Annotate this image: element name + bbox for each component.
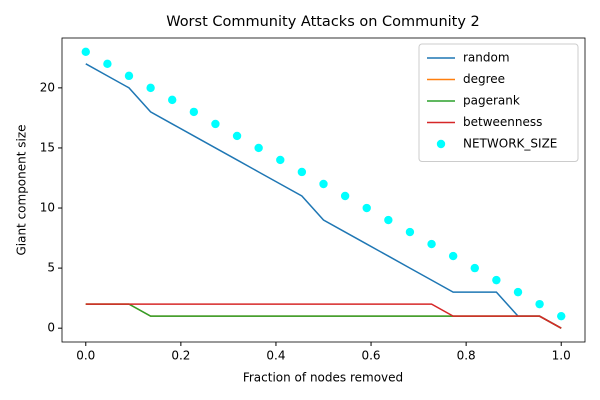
scatter-point (427, 239, 436, 249)
legend-label: NETWORK_SIZE (463, 137, 557, 151)
chart-title: Worst Community Attacks on Community 2 (166, 14, 480, 30)
scatter-point (492, 275, 501, 285)
scatter-point (384, 215, 393, 225)
scatter-point (470, 263, 479, 273)
x-tick-label: 0.4 (266, 349, 285, 363)
y-tick-label: 20 (40, 80, 55, 94)
x-tick-label: 0.8 (457, 349, 476, 363)
legend-label: betweenness (463, 115, 542, 129)
legend-marker (436, 139, 446, 149)
scatter-point (448, 251, 458, 261)
scatter-point (168, 95, 177, 105)
scatter-point (103, 59, 112, 69)
scatter-point (319, 179, 328, 189)
scatter-point (405, 227, 415, 237)
scatter-point (232, 131, 242, 141)
scatter-point (254, 143, 263, 153)
legend-label: degree (463, 72, 505, 86)
scatter-point (513, 287, 523, 297)
scatter-point (535, 299, 544, 309)
line-series (85, 63, 562, 329)
scatter-point (124, 71, 134, 81)
x-axis-label: Fraction of nodes removed (243, 371, 403, 385)
y-tick-label: 5 (47, 261, 55, 275)
scatter-point (297, 167, 307, 177)
x-tick-label: 0.6 (361, 349, 380, 363)
scatter-point (81, 47, 90, 57)
scatter-point (211, 119, 220, 129)
scatter-point (557, 311, 566, 321)
y-tick-label: 0 (47, 321, 55, 335)
scatter-point (189, 107, 199, 117)
scatter-point (362, 203, 371, 213)
legend-box (418, 43, 579, 162)
scatter-point (276, 155, 285, 165)
y-tick-label: 15 (40, 140, 55, 154)
plot-frame (61, 37, 586, 343)
y-axis-label: Giant component size (15, 124, 29, 255)
x-tick-label: 1.0 (552, 349, 571, 363)
x-tick-label: 0.2 (171, 349, 190, 363)
y-tick-label: 10 (40, 201, 55, 215)
x-tick-label: 0.0 (76, 349, 95, 363)
line-series (85, 303, 562, 329)
legend-label: pagerank (463, 94, 520, 108)
scatter-point (146, 83, 155, 93)
legend-label: random (463, 51, 510, 65)
scatter-point (340, 191, 350, 201)
